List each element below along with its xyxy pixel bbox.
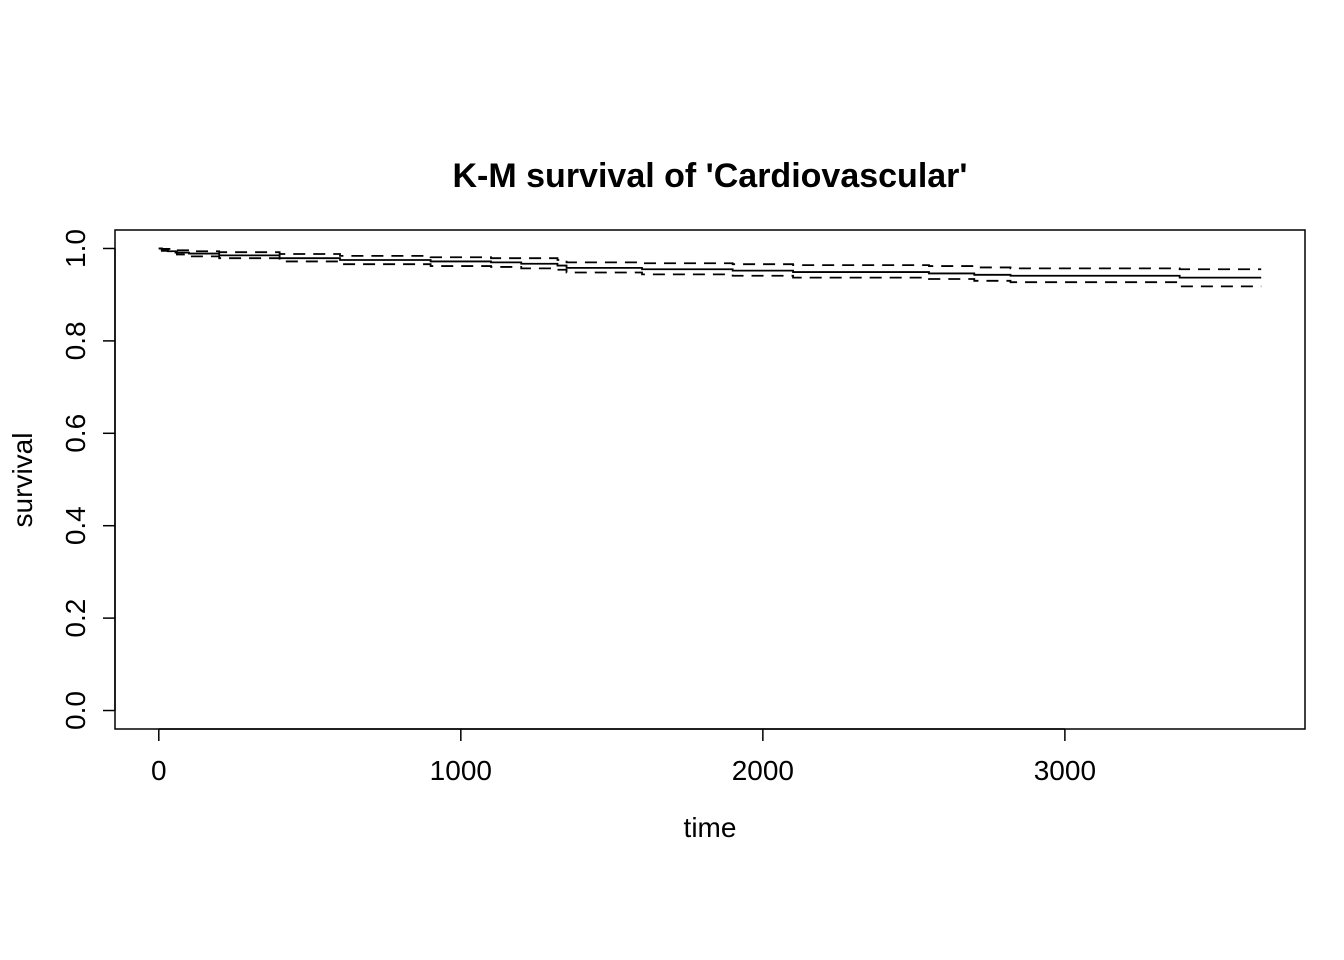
y-tick-label: 0.4 xyxy=(60,506,91,545)
series-layer xyxy=(158,247,1262,288)
x-tick-label: 2000 xyxy=(732,755,794,786)
chart-title: K-M survival of 'Cardiovascular' xyxy=(453,157,968,195)
x-tick-label: 3000 xyxy=(1034,755,1096,786)
confidence-band-line xyxy=(158,247,1262,271)
y-axis-label: survival xyxy=(7,433,38,528)
plot-frame xyxy=(114,229,1306,730)
y-axis: 0.0 0.2 0.4 0.6 0.8 1.0 xyxy=(60,229,116,730)
y-tick-label: 1.0 xyxy=(60,229,91,268)
x-tick-label: 1000 xyxy=(430,755,492,786)
y-tick-label: 0.6 xyxy=(60,414,91,453)
x-axis: 0 1000 2000 3000 xyxy=(151,728,1096,786)
y-tick-label: 0.8 xyxy=(60,321,91,360)
survival-curve xyxy=(158,247,1262,279)
x-axis-label: time xyxy=(684,812,737,843)
confidence-band-line xyxy=(158,247,1262,288)
y-tick-label: 0.0 xyxy=(60,691,91,730)
y-tick-label: 0.2 xyxy=(60,599,91,638)
x-tick-label: 0 xyxy=(151,755,167,786)
